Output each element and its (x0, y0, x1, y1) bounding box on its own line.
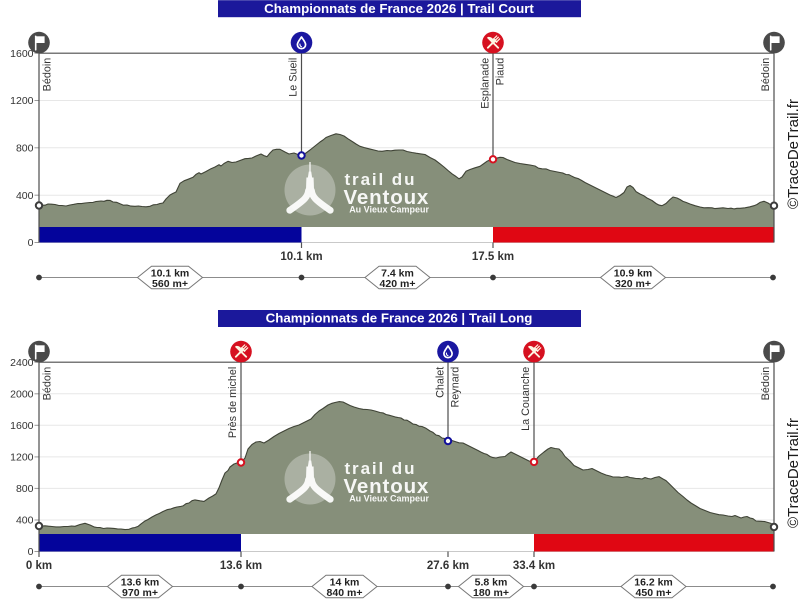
svg-text:16.2 km: 16.2 km (634, 577, 673, 589)
svg-text:400: 400 (16, 515, 34, 527)
svg-text:©TraceDeTrail.fr: ©TraceDeTrail.fr (785, 99, 800, 209)
svg-text:400: 400 (16, 190, 34, 202)
svg-text:0 km: 0 km (26, 560, 52, 572)
svg-text:Près de michel: Près de michel (227, 367, 239, 438)
svg-text:0: 0 (28, 546, 34, 558)
svg-text:420 m+: 420 m+ (380, 278, 416, 290)
svg-text:800: 800 (16, 142, 34, 154)
svg-text:13.6 km: 13.6 km (121, 577, 160, 589)
svg-text:560 m+: 560 m+ (152, 278, 188, 290)
svg-text:Ventoux: Ventoux (344, 475, 430, 498)
svg-text:Au Vieux Campeur: Au Vieux Campeur (349, 494, 429, 504)
svg-text:2000: 2000 (10, 388, 34, 400)
svg-text:La Couanche: La Couanche (520, 367, 532, 431)
svg-text:840 m+: 840 m+ (327, 587, 363, 599)
svg-text:Ventoux: Ventoux (344, 186, 430, 209)
svg-text:Bédoin: Bédoin (760, 58, 772, 92)
svg-text:10.1 km: 10.1 km (151, 268, 190, 280)
svg-text:10.9 km: 10.9 km (614, 268, 653, 280)
svg-text:©TraceDeTrail.fr: ©TraceDeTrail.fr (785, 418, 800, 528)
svg-text:Piaud: Piaud (495, 58, 507, 86)
svg-text:17.5 km: 17.5 km (472, 251, 514, 263)
svg-text:Esplanade: Esplanade (480, 58, 492, 109)
svg-text:33.4 km: 33.4 km (513, 560, 555, 572)
svg-text:Championnats de France 2026 |: Championnats de France 2026 | Trail Cour… (264, 1, 534, 16)
svg-text:Reynard: Reynard (450, 367, 462, 408)
svg-text:1600: 1600 (10, 48, 34, 60)
svg-text:1200: 1200 (10, 452, 34, 464)
svg-text:Bédoin: Bédoin (42, 58, 54, 92)
svg-text:1200: 1200 (10, 95, 34, 107)
svg-text:970 m+: 970 m+ (122, 587, 158, 599)
svg-text:0: 0 (28, 237, 34, 249)
svg-text:Bédoin: Bédoin (760, 367, 772, 401)
svg-text:320 m+: 320 m+ (615, 278, 651, 290)
svg-text:Championnats de France 2026 |: Championnats de France 2026 | Trail Long (266, 311, 533, 326)
svg-text:Le Sueil: Le Sueil (288, 58, 300, 97)
svg-text:180 m+: 180 m+ (473, 587, 509, 599)
svg-text:Bédoin: Bédoin (42, 367, 54, 401)
svg-text:Chalet: Chalet (435, 367, 447, 398)
svg-text:800: 800 (16, 483, 34, 495)
svg-text:trail du: trail du (345, 170, 417, 189)
svg-text:450 m+: 450 m+ (636, 587, 672, 599)
svg-text:1600: 1600 (10, 420, 34, 432)
svg-text:10.1 km: 10.1 km (280, 251, 322, 263)
svg-text:2400: 2400 (10, 357, 34, 369)
svg-text:5.8 km: 5.8 km (475, 577, 508, 589)
svg-text:Au Vieux Campeur: Au Vieux Campeur (349, 205, 429, 215)
svg-text:13.6 km: 13.6 km (220, 560, 262, 572)
svg-text:27.6 km: 27.6 km (427, 560, 469, 572)
svg-text:14 km: 14 km (330, 577, 360, 589)
svg-text:7.4 km: 7.4 km (381, 268, 414, 280)
svg-text:trail du: trail du (345, 459, 417, 478)
